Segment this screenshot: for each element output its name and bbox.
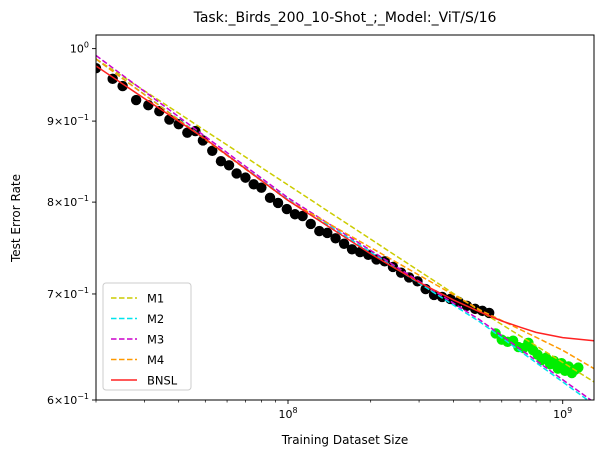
legend-label-m2: M2 — [147, 312, 164, 326]
train-point — [322, 227, 333, 239]
x-tick-label: 109 — [553, 406, 572, 421]
train-point — [314, 225, 325, 237]
series-line-m3 — [96, 54, 593, 400]
train-point — [264, 192, 276, 204]
plot-area — [96, 54, 594, 400]
series-line-m1 — [96, 58, 594, 383]
x-axis-label: Training Dataset Size — [281, 433, 409, 447]
train-point — [223, 160, 235, 171]
train-point — [231, 168, 242, 179]
train-point — [330, 233, 341, 244]
train-point — [272, 197, 284, 209]
legend: M1 M2 M3 M4 BNSL — [102, 282, 192, 391]
train-point — [338, 238, 350, 249]
train-point — [117, 80, 128, 92]
train-point — [215, 156, 227, 167]
train-point — [281, 203, 293, 215]
train-point — [346, 244, 358, 255]
train-point — [182, 127, 193, 138]
y-tick-label: 100 — [70, 41, 89, 56]
legend-label-m1: M1 — [147, 292, 164, 306]
train-point — [256, 182, 267, 193]
y-tick-label: 9×10−1 — [47, 113, 89, 128]
legend-label-m3: M3 — [147, 333, 164, 347]
x-tick-label: 108 — [278, 406, 297, 421]
test-point — [573, 362, 584, 373]
y-tick-label: 7×10−1 — [47, 286, 89, 301]
train-point — [130, 94, 142, 106]
y-axis-label: Test Error Rate — [9, 174, 23, 263]
series-line-m2 — [96, 58, 589, 400]
y-tick-label: 6×10−1 — [47, 392, 89, 407]
legend-label-m4: M4 — [147, 353, 164, 367]
axis-ticks: 108 109 6×10−1 7×10−1 8×10−1 9×10−1 100 — [47, 41, 572, 421]
series-line-bnsl — [96, 65, 594, 342]
series-line-m4 — [96, 58, 594, 370]
train-point — [154, 106, 165, 117]
train-point — [428, 289, 440, 301]
legend-box — [102, 282, 192, 391]
train-point — [207, 145, 218, 156]
train-point — [305, 218, 316, 230]
train-point — [197, 135, 209, 146]
y-tick-label: 8×10−1 — [47, 194, 89, 209]
train-point — [297, 210, 308, 222]
chart-title: Task:_Birds_200_10-Shot_;_Model:_ViT/S/1… — [193, 10, 497, 26]
plot-frame — [95, 34, 595, 401]
legend-label-bnsl: BNSL — [147, 374, 178, 388]
train-point — [240, 172, 251, 183]
